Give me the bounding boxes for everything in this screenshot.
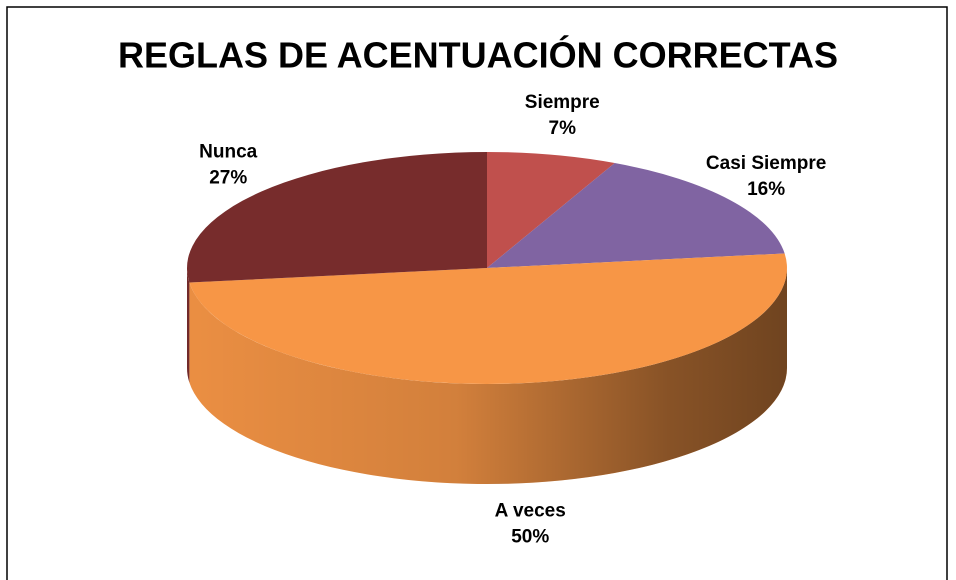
- pie-slice: [487, 163, 785, 268]
- slice-value-label: 50%: [511, 526, 549, 547]
- chart-title: REGLAS DE ACENTUACIÓN CORRECTAS: [118, 34, 838, 76]
- pie-slice: [487, 152, 615, 268]
- slice-value-label: 7%: [549, 118, 577, 139]
- pie-slice: [189, 253, 787, 384]
- slice-label: A veces: [495, 500, 566, 521]
- slice-label: Nunca: [199, 141, 258, 162]
- slice-value-label: 16%: [747, 179, 785, 200]
- slice-value-label: 27%: [209, 167, 247, 188]
- slice-label: Casi Siempre: [706, 153, 826, 174]
- slice-label: Siempre: [525, 92, 600, 113]
- side-shading: [187, 268, 787, 484]
- pie-slice: [187, 152, 487, 283]
